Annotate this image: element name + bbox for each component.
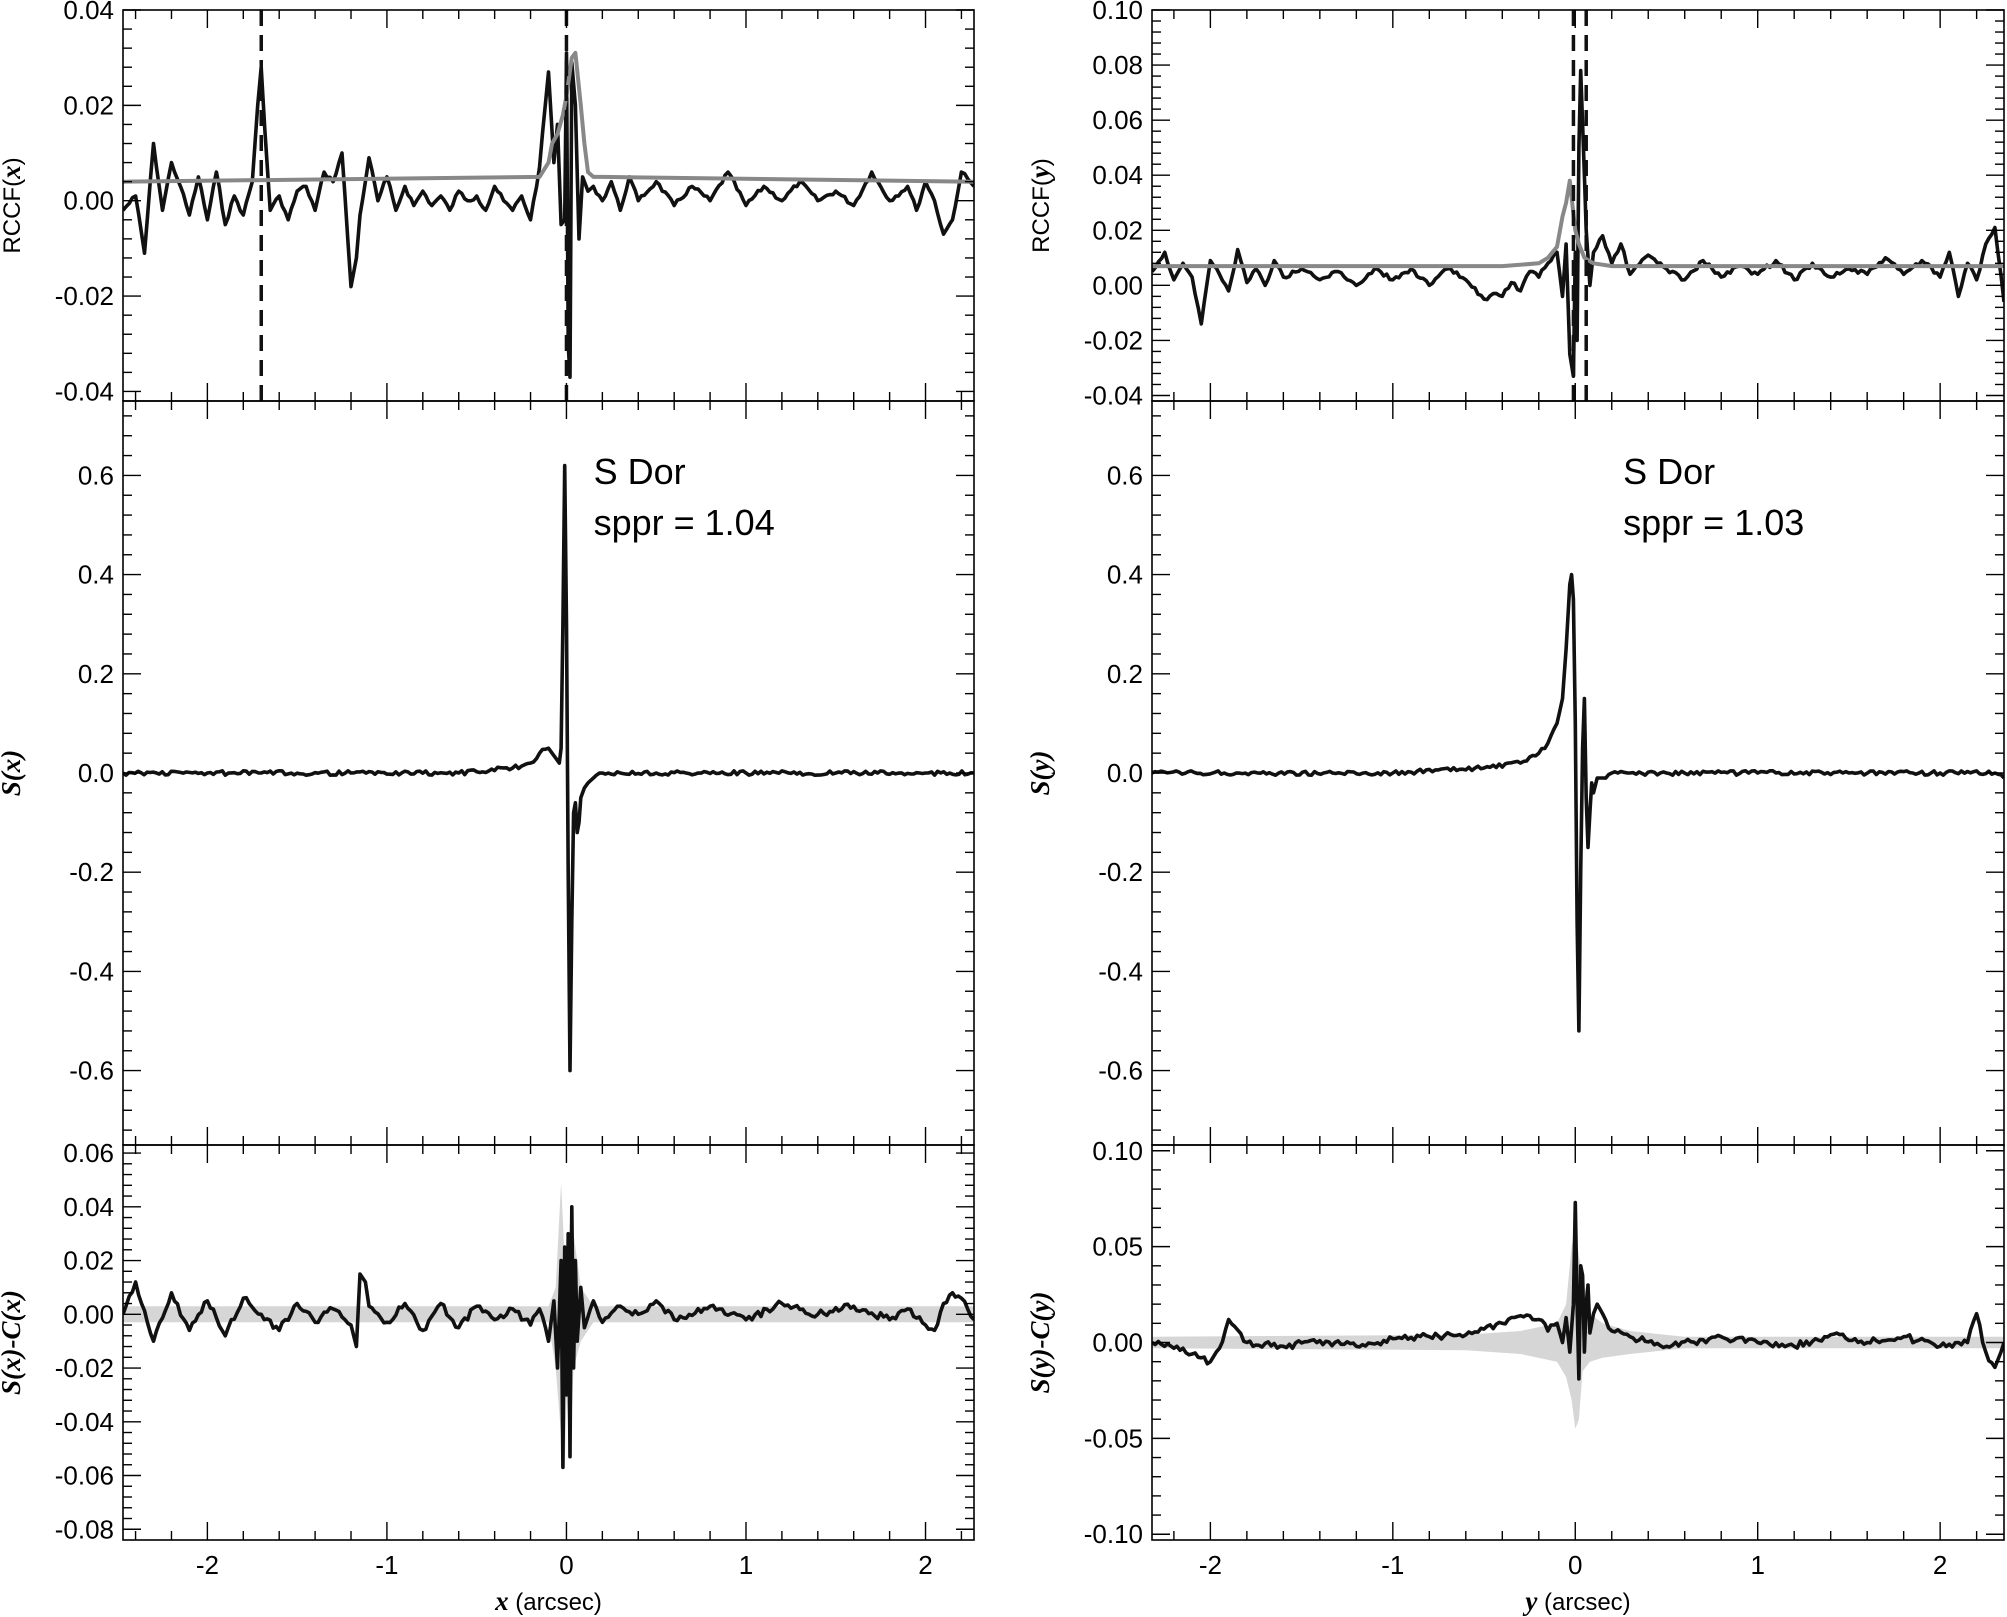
s_y-data-line — [1152, 572, 2004, 1033]
y-tick-label: 0.08 — [1092, 50, 1143, 80]
s_y-annotation-line: sppr = 1.03 — [1623, 502, 1804, 543]
y-tick-label: 0.10 — [1092, 0, 1143, 25]
x-tick-label: 1 — [739, 1550, 753, 1580]
rccf_x-data-line — [123, 51, 974, 380]
rccf_y-model-line — [1152, 178, 2004, 269]
y-tick-label: -0.06 — [55, 1461, 114, 1491]
y-tick-label: 0.0 — [1107, 758, 1143, 788]
y-tick-label: 0.2 — [78, 659, 114, 689]
resid_y-y-axis-title: S(y)-C(y) — [1025, 1292, 1055, 1394]
y-tick-label: -0.08 — [55, 1514, 114, 1544]
resid_x-envelope — [123, 1182, 974, 1471]
frame-layer — [122, 9, 2005, 1541]
y-tick-label: -0.2 — [69, 857, 114, 887]
y-tick-label: -0.6 — [1098, 1056, 1143, 1086]
y-tick-label: 0.02 — [63, 90, 114, 120]
x-axis-title: y (arcsec) — [1522, 1586, 1630, 1616]
y-tick-label: -0.2 — [1098, 857, 1143, 887]
y-tick-label: 0.2 — [1107, 659, 1143, 689]
x-tick-label: -2 — [196, 1550, 219, 1580]
s_x-annotation-line: S Dor — [594, 451, 686, 492]
rccf_y-y-axis-title: RCCF(y) — [1025, 158, 1055, 253]
y-tick-label: 0.06 — [1092, 105, 1143, 135]
y-tick-label: 0.4 — [78, 560, 114, 590]
s_y-annotation-line: S Dor — [1623, 451, 1715, 492]
x-tick-label: -1 — [1381, 1550, 1404, 1580]
y-tick-label: -0.4 — [1098, 956, 1143, 986]
y-tick-label: 0.04 — [63, 1192, 114, 1222]
y-tick-label: 0.0 — [78, 758, 114, 788]
resid_x-data-line — [123, 1205, 974, 1470]
text-layer: -0.04-0.020.000.020.04RCCF(x)-0.04-0.020… — [0, 0, 1947, 1616]
x-axis-title: x (arcsec) — [494, 1586, 602, 1616]
y-tick-label: 0.04 — [63, 0, 114, 25]
y-tick-label: 0.00 — [1092, 270, 1143, 300]
y-tick-label: 0.00 — [63, 1299, 114, 1329]
rccf_x-y-axis-title: RCCF(x) — [0, 157, 26, 253]
resid_x-frame — [122, 1144, 975, 1541]
y-tick-label: -0.04 — [55, 376, 114, 406]
y-tick-label: -0.10 — [1084, 1519, 1143, 1549]
resid_x-y-axis-title: S(x)-C(x) — [0, 1290, 26, 1395]
s_y-y-axis-title: S(y) — [1025, 751, 1055, 796]
y-tick-label: 0.4 — [1107, 560, 1143, 590]
tick-layer — [123, 9, 2004, 1540]
x-tick-label: 0 — [559, 1550, 573, 1580]
x-tick-label: 2 — [1933, 1550, 1947, 1580]
x-tick-label: 0 — [1568, 1550, 1582, 1580]
series-layer — [123, 50, 2004, 1470]
s_x-annotation-line: sppr = 1.04 — [594, 502, 775, 543]
vline-layer — [259, 10, 1588, 401]
y-tick-label: 0.02 — [1092, 215, 1143, 245]
x-tick-label: 2 — [918, 1550, 932, 1580]
rccf_x-frame — [122, 9, 975, 402]
y-tick-label: -0.6 — [69, 1056, 114, 1086]
y-tick-label: -0.4 — [69, 956, 114, 986]
y-tick-label: -0.02 — [55, 281, 114, 311]
y-tick-label: -0.04 — [55, 1407, 114, 1437]
y-tick-label: -0.02 — [1084, 325, 1143, 355]
resid_y-data-line — [1152, 1200, 2004, 1381]
y-tick-label: -0.04 — [1084, 380, 1143, 410]
envelope-layer — [123, 1182, 2004, 1471]
y-tick-label: -0.02 — [55, 1353, 114, 1383]
x-tick-label: -1 — [375, 1550, 398, 1580]
y-tick-label: 0.00 — [1092, 1328, 1143, 1358]
y-tick-label: 0.6 — [1107, 460, 1143, 490]
y-tick-label: 0.04 — [1092, 160, 1143, 190]
y-tick-label: 0.10 — [1092, 1136, 1143, 1166]
x-tick-label: -2 — [1199, 1550, 1222, 1580]
s_x-data-line — [123, 463, 974, 1073]
x-tick-label: 1 — [1750, 1550, 1764, 1580]
y-tick-label: 0.05 — [1092, 1232, 1143, 1262]
y-tick-label: -0.05 — [1084, 1423, 1143, 1453]
y-tick-label: 0.6 — [78, 460, 114, 490]
s_x-y-axis-title: S(x) — [0, 750, 26, 797]
y-tick-label: 0.06 — [63, 1138, 114, 1168]
rccf_x-model-line — [123, 50, 974, 184]
y-tick-label: 0.02 — [63, 1246, 114, 1276]
rccf_y-data-line — [1152, 68, 2004, 379]
y-tick-label: 0.00 — [63, 186, 114, 216]
